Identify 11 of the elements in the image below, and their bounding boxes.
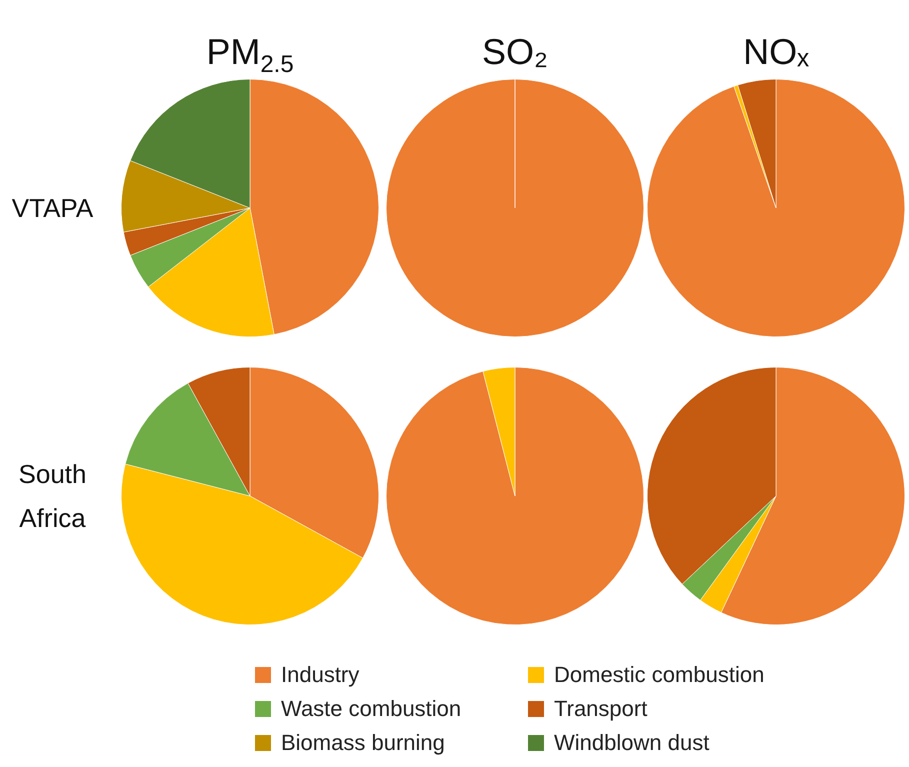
legend-label: Waste combustion — [281, 696, 462, 722]
text: South Africa — [18, 458, 88, 535]
text: VTAPA — [10, 192, 94, 225]
chart-title: SO₂ — [481, 30, 549, 74]
legend-label: Industry — [281, 662, 360, 688]
legend-label: Windblown dust — [554, 730, 710, 756]
chart-title: PM$_{2.5}$ — [205, 30, 295, 78]
legend-label: Biomass burning — [281, 730, 445, 756]
legend-label: Transport — [554, 696, 648, 722]
chart-title: NOₓ — [742, 30, 810, 74]
legend-label: Domestic combustion — [554, 662, 764, 688]
